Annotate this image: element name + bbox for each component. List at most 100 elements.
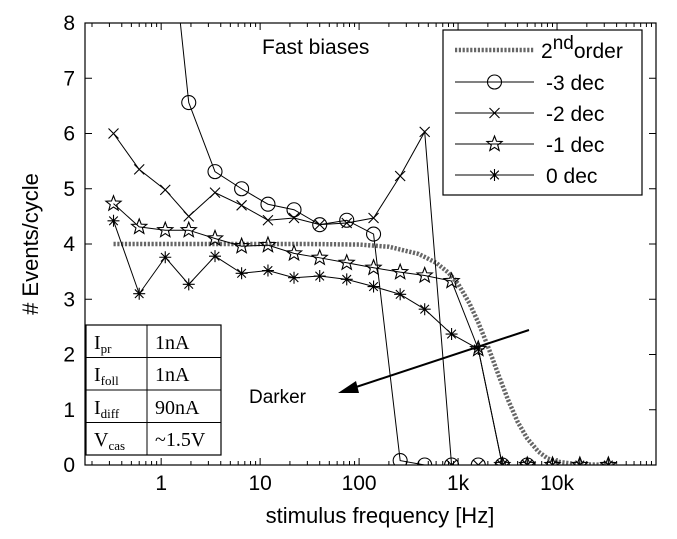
point-minus-2-dec-6	[262, 214, 274, 226]
point-zero-dec-16	[521, 459, 534, 465]
point-minus-2-dec-14-shape	[472, 459, 484, 465]
param-row-cas-sub: cas	[108, 438, 125, 453]
param-row-diff-sym: I	[94, 397, 101, 419]
point-minus-1-dec-3	[179, 220, 198, 238]
point-zero-dec-13-shape	[445, 328, 458, 341]
point-minus-1-dec-7-shape	[284, 243, 304, 262]
point-minus-1-dec-15-shape	[493, 455, 512, 465]
point-zero-dec-12	[418, 303, 431, 316]
point-zero-dec-3-shape	[182, 278, 195, 291]
point-minus-1-dec-18	[570, 455, 589, 465]
point-minus-2-dec-9	[341, 217, 353, 229]
point-minus-1-dec-19	[599, 455, 618, 465]
point-minus-1-dec-12	[415, 265, 434, 284]
x-axis-label: stimulus frequency [Hz]	[266, 503, 495, 528]
point-zero-dec-1	[133, 287, 146, 300]
point-minus-3-dec-9	[392, 453, 408, 465]
point-zero-dec-19	[602, 459, 615, 465]
point-zero-dec-12-shape	[418, 303, 431, 316]
legend: 2ndorder -3 dec -2 dec -1 dec 0 dec	[442, 29, 643, 196]
point-minus-1-dec-0	[104, 194, 123, 212]
point-minus-3-dec-10	[417, 457, 433, 465]
param-row-foll-symbol: Ifoll	[94, 364, 119, 388]
point-minus-1-dec-8	[310, 248, 329, 266]
point-zero-dec-8	[313, 270, 326, 283]
point-minus-3-dec-0	[172, 0, 186, 13]
param-row-foll-value: 1nA	[155, 364, 190, 386]
param-row-pr-sym: I	[94, 332, 101, 354]
point-minus-3-dec-12-shape	[470, 457, 486, 465]
point-minus-3-dec-7-shape	[339, 212, 355, 228]
point-minus-1-dec-4	[205, 228, 225, 247]
point-minus-2-dec-2	[159, 184, 171, 196]
y-tick-label-6: 6	[63, 123, 75, 146]
point-minus-3-dec-12	[470, 457, 486, 465]
point-zero-dec-15-shape	[496, 459, 509, 465]
point-zero-dec-14	[472, 342, 485, 355]
y-tick-label-5: 5	[63, 178, 75, 201]
point-minus-3-dec-3	[234, 181, 250, 197]
x-tick-label-100: 100	[342, 472, 377, 495]
y-tick-labels: 0 1 2 3 4 5 6 7 8	[63, 12, 75, 477]
point-minus-1-dec-1	[130, 217, 149, 235]
point-minus-2-dec-4	[209, 187, 221, 199]
point-minus-2-dec-5-shape	[236, 199, 248, 211]
point-minus-1-dec-7	[284, 243, 304, 262]
point-zero-dec-0-shape	[107, 214, 120, 227]
legend-label-minus-3-dec: -3 dec	[546, 72, 604, 95]
legend-label-minus-1-dec: -1 dec	[546, 134, 604, 157]
point-zero-dec-11-shape	[394, 288, 407, 301]
point-minus-2-dec-0	[108, 128, 119, 139]
legend-label-second-order-suffix: order	[574, 40, 623, 63]
legend-rows: -3 dec -2 dec -1 dec 0 dec	[455, 72, 604, 188]
point-minus-2-dec-12-shape	[419, 126, 431, 138]
point-zero-dec-2-shape	[159, 251, 172, 264]
point-zero-dec-15	[496, 459, 509, 465]
x-tick-labels: 1 10 100 1k 10k	[155, 472, 574, 495]
point-minus-3-dec-5	[286, 202, 302, 218]
param-row-diff-value: 90nA	[155, 397, 200, 419]
series-line-zero-dec	[113, 220, 609, 465]
x-tick-label-1k: 1k	[447, 472, 470, 495]
point-minus-3-dec-5-shape	[286, 202, 302, 218]
param-table: Ipr 1nA Ifoll 1nA Idiff 90nA Vcas ~1.5V	[85, 324, 222, 456]
point-minus-1-dec-4-shape	[205, 228, 225, 247]
point-minus-1-dec-3-shape	[179, 220, 198, 238]
legend-label-second-order: 2ndorder	[541, 33, 623, 63]
legend-label-second-order-main: 2	[541, 40, 553, 63]
y-tick-label-0: 0	[63, 454, 75, 477]
point-minus-3-dec-4	[260, 196, 276, 212]
legend-marker-minus-2-dec	[489, 107, 500, 119]
point-minus-2-dec-10	[368, 212, 379, 224]
param-row-pr-value: 1nA	[155, 332, 190, 354]
legend-marker-zero-dec	[488, 169, 501, 181]
y-tick-label-7: 7	[63, 67, 75, 90]
point-zero-dec-17-shape	[546, 459, 559, 465]
legend-marker-minus-3-dec	[486, 74, 503, 90]
point-zero-dec-0	[107, 214, 120, 227]
x-tick-label-10: 10	[248, 472, 271, 495]
point-minus-2-dec-8	[314, 219, 326, 231]
point-minus-2-dec-12	[419, 126, 431, 138]
point-zero-dec-9-shape	[340, 273, 353, 286]
legend-label-minus-2-dec: -2 dec	[546, 103, 604, 126]
point-zero-dec-2	[159, 251, 172, 264]
point-zero-dec-18	[573, 459, 586, 465]
legend-marker-minus-1-dec	[485, 134, 504, 152]
point-minus-1-dec-10-shape	[364, 258, 383, 276]
point-zero-dec-10-shape	[367, 280, 380, 293]
point-zero-dec-4	[209, 250, 222, 263]
y-axis-label: # Events/cycle	[18, 173, 43, 315]
point-minus-3-dec-3-shape	[234, 181, 250, 197]
x-tick-label-10k: 10k	[540, 472, 574, 495]
param-row-cas-sym: V	[94, 429, 109, 451]
point-zero-dec-19-shape	[602, 459, 615, 465]
point-minus-1-dec-17	[543, 455, 562, 465]
point-minus-2-dec-4-shape	[209, 187, 221, 199]
point-zero-dec-6	[261, 264, 274, 277]
point-minus-3-dec-0-shape	[172, 0, 186, 13]
x-tick-label-1: 1	[155, 472, 167, 495]
point-minus-2-dec-3	[183, 210, 195, 222]
y-tick-label-4: 4	[63, 233, 75, 256]
